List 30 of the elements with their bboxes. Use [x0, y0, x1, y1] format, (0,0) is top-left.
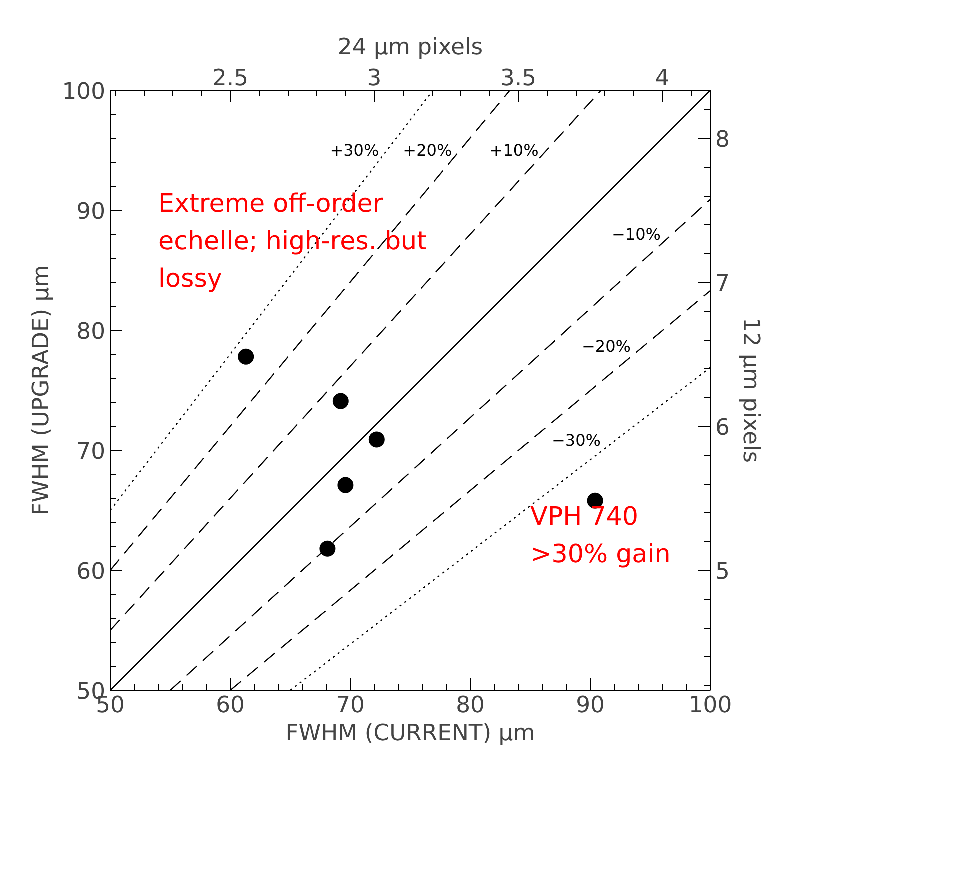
series-label: +20%: [403, 141, 452, 160]
series-label: +30%: [330, 141, 380, 160]
series-label: −30%: [552, 430, 601, 450]
x-tick-label: 80: [456, 692, 485, 718]
y-tick-label: 80: [76, 319, 106, 345]
series-label: −10%: [612, 225, 661, 244]
x-axis-title: FWHM (CURRENT) µm: [286, 720, 536, 746]
y-tick-label: 60: [76, 559, 106, 585]
y-tick-label: 90: [76, 199, 106, 225]
y2-tick-label: 8: [716, 126, 730, 153]
x-tick-label: 90: [576, 692, 605, 718]
y2-tick-label: 6: [716, 415, 730, 441]
series-label: −20%: [582, 336, 631, 356]
x2-axis-title: 24 µm pixels: [338, 34, 484, 60]
x2-tick-label: 3.5: [500, 66, 537, 92]
y2-axis-title: 12 µm pixels: [738, 318, 764, 464]
annotation: VPH 740 >30% gain: [530, 500, 671, 568]
x-tick-label: 60: [216, 692, 245, 718]
x2-tick-label: 2.5: [212, 66, 249, 92]
y-axis-title: FWHM (UPGRADE) µm: [28, 265, 54, 516]
y-tick-label: 70: [76, 439, 106, 465]
y2-tick-label: 5: [716, 559, 730, 586]
x2-tick-label: 4: [655, 66, 670, 92]
y-tick-label: 100: [62, 79, 106, 105]
y2-tick-label: 7: [716, 271, 730, 297]
x-tick-label: 70: [336, 692, 365, 718]
x2-tick-label: 3: [367, 66, 382, 92]
annotation: Extreme off-order echelle; high-res. but lossy: [158, 188, 428, 293]
series-label: +10%: [490, 141, 539, 160]
x-tick-label: 100: [688, 692, 732, 718]
